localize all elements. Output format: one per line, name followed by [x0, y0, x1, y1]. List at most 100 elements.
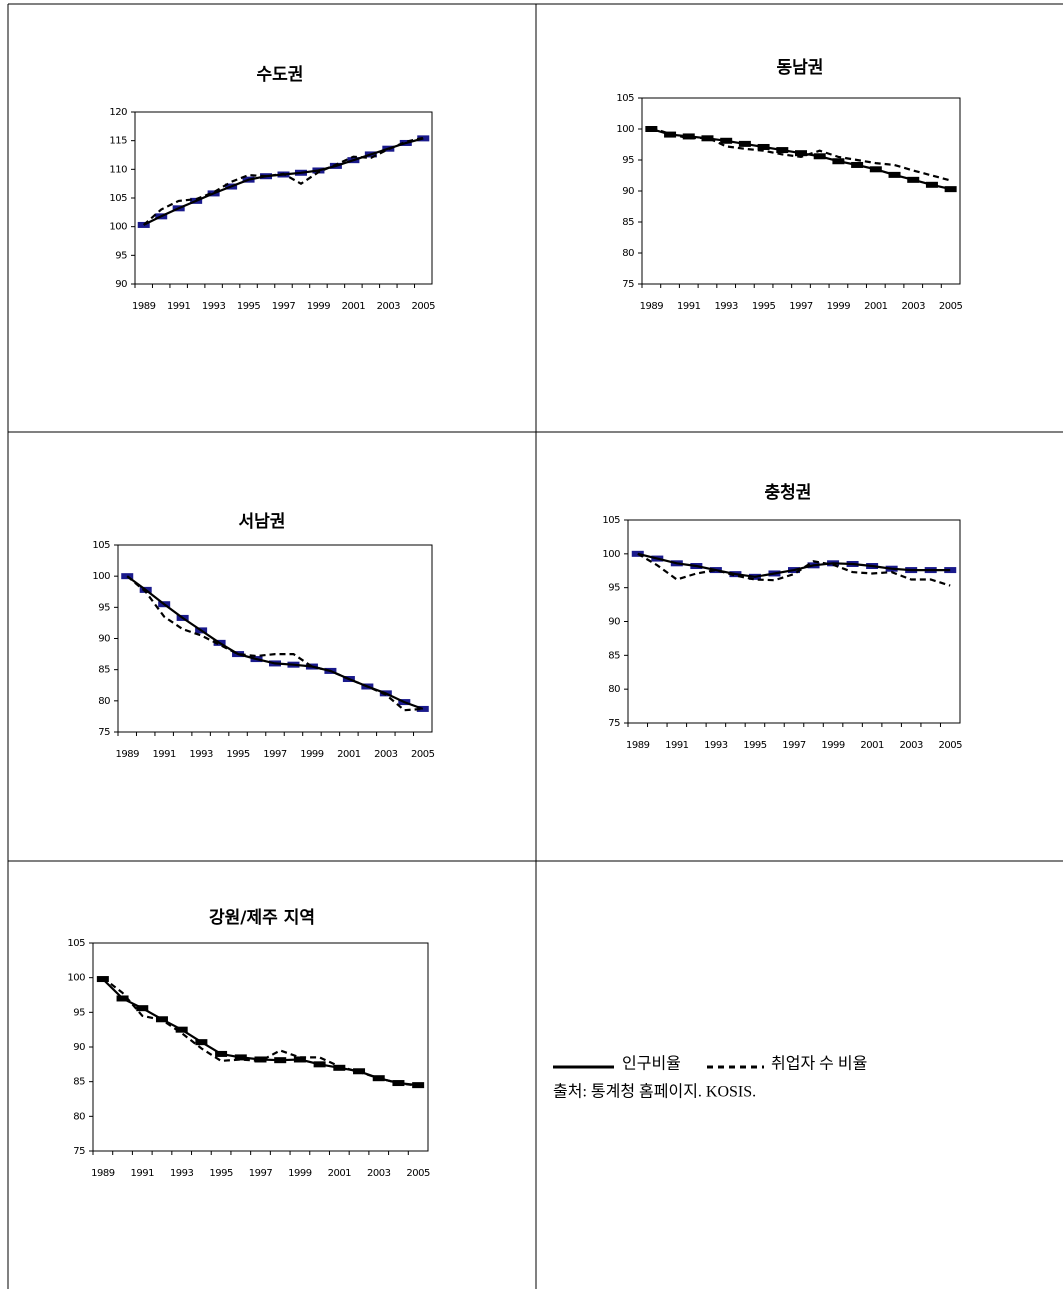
x-tick-label: 1995 — [209, 1168, 233, 1179]
legend-label: 취업자 수 비율 — [771, 1055, 867, 1073]
y-tick-label: 105 — [602, 515, 620, 526]
source-note: 출처: 통계청 홈페이지. KOSIS. — [553, 1083, 756, 1101]
y-tick-label: 90 — [608, 617, 620, 628]
x-tick-label: 1991 — [131, 1168, 155, 1179]
series-line — [126, 575, 423, 712]
y-tick-label: 90 — [73, 1042, 85, 1053]
series-line — [102, 976, 419, 1087]
chart-title: 서남권 — [239, 512, 286, 532]
x-tick-label: 1989 — [640, 301, 664, 312]
x-tick-label: 2001 — [860, 740, 884, 751]
x-tick-label: 2001 — [864, 301, 888, 312]
x-tick-label: 1999 — [300, 749, 324, 760]
x-tick-label: 1999 — [821, 740, 845, 751]
x-tick-label: 1997 — [789, 301, 813, 312]
chart-title: 수도권 — [257, 65, 304, 85]
chart-title: 강원/제주 지역 — [209, 908, 315, 928]
x-tick-label: 2003 — [374, 749, 398, 760]
y-tick-label: 105 — [109, 193, 127, 204]
legend-label: 인구비율 — [622, 1055, 681, 1073]
x-tick-label: 1997 — [249, 1168, 273, 1179]
y-tick-label: 110 — [109, 164, 127, 175]
x-tick-label: 1991 — [665, 740, 689, 751]
x-tick-label: 1993 — [704, 740, 728, 751]
x-tick-label: 1999 — [288, 1168, 312, 1179]
x-tick-label: 1995 — [226, 749, 250, 760]
chart-title: 충청권 — [765, 482, 812, 503]
y-tick-label: 85 — [608, 650, 620, 661]
x-tick-label: 2003 — [902, 301, 926, 312]
series-line — [142, 136, 424, 226]
series-line — [126, 575, 424, 710]
y-tick-label: 100 — [602, 549, 620, 560]
x-tick-label: 2005 — [412, 301, 436, 312]
x-tick-label: 1989 — [116, 749, 140, 760]
y-tick-label: 75 — [608, 718, 620, 729]
x-tick-label: 1991 — [167, 301, 191, 312]
y-tick-label: 120 — [109, 107, 127, 118]
x-tick-label: 1995 — [752, 301, 776, 312]
x-tick-label: 1997 — [272, 301, 296, 312]
y-tick-label: 90 — [622, 186, 634, 197]
x-tick-label: 1993 — [202, 301, 226, 312]
y-tick-label: 75 — [73, 1146, 85, 1157]
x-tick-label: 2001 — [342, 301, 366, 312]
plot-area — [134, 111, 433, 285]
y-tick-label: 100 — [67, 973, 85, 984]
y-tick-label: 80 — [98, 696, 110, 707]
plot-area — [92, 942, 429, 1152]
marker — [631, 550, 644, 557]
series-line — [637, 552, 951, 578]
series-line — [143, 137, 424, 226]
x-tick-label: 1999 — [827, 301, 851, 312]
x-tick-label: 1993 — [170, 1168, 194, 1179]
y-tick-label: 95 — [115, 250, 127, 261]
x-tick-label: 2005 — [939, 301, 963, 312]
marker — [944, 567, 957, 574]
x-tick-label: 1993 — [714, 301, 738, 312]
y-tick-label: 80 — [73, 1111, 85, 1122]
y-tick-label: 75 — [622, 279, 634, 290]
y-tick-label: 115 — [109, 136, 127, 147]
y-tick-label: 95 — [98, 602, 110, 613]
y-tick-label: 85 — [622, 217, 634, 228]
x-tick-label: 1989 — [91, 1168, 115, 1179]
x-tick-label: 2005 — [939, 740, 963, 751]
x-tick-label: 1997 — [782, 740, 806, 751]
y-tick-label: 100 — [616, 124, 634, 135]
y-tick-label: 95 — [608, 583, 620, 594]
series-line — [651, 127, 951, 191]
x-tick-label: 2005 — [406, 1168, 430, 1179]
marker — [944, 186, 957, 193]
x-tick-label: 2003 — [367, 1168, 391, 1179]
x-tick-label: 1989 — [132, 301, 156, 312]
x-tick-label: 1995 — [743, 740, 767, 751]
series-line — [651, 126, 951, 182]
x-tick-label: 2003 — [377, 301, 401, 312]
x-tick-label: 1995 — [237, 301, 261, 312]
table-grid — [7, 3, 1063, 1289]
x-tick-label: 1991 — [152, 749, 176, 760]
marker — [645, 126, 658, 132]
y-tick-label: 80 — [622, 248, 634, 259]
series-line — [102, 978, 419, 1087]
y-tick-label: 100 — [92, 571, 110, 582]
x-tick-label: 1999 — [307, 301, 331, 312]
marker — [96, 976, 109, 983]
x-tick-label: 2003 — [899, 740, 923, 751]
y-tick-label: 105 — [616, 93, 634, 104]
series-line — [637, 552, 951, 587]
chart-title: 동남권 — [777, 58, 824, 78]
plot-area — [117, 544, 433, 733]
y-tick-label: 90 — [115, 279, 127, 290]
x-tick-label: 1997 — [263, 749, 287, 760]
y-tick-label: 105 — [92, 540, 110, 551]
y-tick-label: 95 — [622, 155, 634, 166]
x-tick-label: 1993 — [189, 749, 213, 760]
x-tick-label: 2005 — [411, 749, 435, 760]
y-tick-label: 95 — [73, 1007, 85, 1018]
x-tick-label: 1991 — [677, 301, 701, 312]
x-tick-label: 2001 — [328, 1168, 352, 1179]
y-tick-label: 90 — [98, 634, 110, 645]
